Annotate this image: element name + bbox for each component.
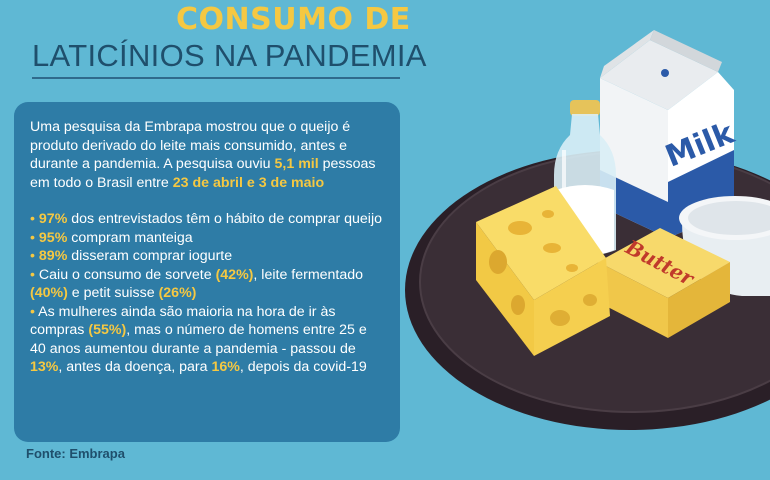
butter-block: Butter	[598, 228, 730, 338]
bullet-item: • 97% dos entrevistados têm o hábito de …	[30, 210, 386, 229]
bullet-highlight: 95%	[38, 229, 68, 246]
bullet-highlight: 16%	[211, 359, 240, 375]
bullet-text: dos entrevistados têm o hábito de compra…	[67, 211, 382, 227]
title-divider	[32, 77, 400, 79]
bullet-highlight: 13%	[30, 359, 59, 375]
bullet-text: As mulheres ainda são maioria na hora de…	[30, 303, 336, 339]
intro-highlight-sample: 5,1 mil	[274, 156, 319, 172]
bullet-icon: •	[30, 229, 35, 246]
bullet-icon: •	[30, 303, 35, 320]
bullet-text: e petit suisse	[67, 285, 159, 301]
bullet-highlight: (55%)	[88, 322, 127, 338]
cheese-wedge	[476, 186, 610, 356]
bullet-text: , leite fermentado	[253, 266, 364, 283]
bullet-highlight: (42%)	[215, 266, 254, 283]
page-title-line2: LATICÍNIOS NA PANDEMIA	[32, 38, 427, 73]
intro-text: pessoas em todo o Brasil entre	[30, 156, 376, 191]
bullet-text: disseram comprar iogurte	[67, 248, 233, 264]
source-credit: Fonte: Embrapa	[26, 446, 125, 461]
bullet-item: • As mulheres ainda são maioria na hora …	[30, 303, 386, 377]
bullet-icon: •	[30, 248, 35, 264]
intro-highlight-dates: 23 de abril e 3 de maio	[172, 174, 325, 191]
bullet-icon: •	[30, 266, 35, 283]
intro-text: Uma pesquisa da Embrapa mostrou que o qu…	[30, 119, 351, 172]
bullet-item: • 95% compram manteiga	[30, 229, 386, 248]
bullet-item: • 89% disseram comprar iogurte	[30, 247, 386, 266]
bullet-text: , mas o número de homens entre 25 e 40 a…	[30, 322, 367, 357]
bullet-text: Caiu o consumo de sorvete	[34, 266, 216, 283]
info-panel: Uma pesquisa da Embrapa mostrou que o qu…	[14, 102, 400, 442]
bullet-highlight: (40%)	[30, 285, 68, 301]
bullet-text: , depois da covid-19	[239, 359, 367, 375]
bullet-text: , antes da doença, para	[58, 359, 212, 375]
bullet-highlight: (26%)	[158, 285, 197, 301]
spacer	[30, 192, 386, 210]
bullet-text: compram manteiga	[67, 229, 193, 246]
bullet-icon: •	[30, 211, 35, 227]
page-title-line1: CONSUMO DE	[176, 2, 411, 37]
intro-paragraph: Uma pesquisa da Embrapa mostrou que o qu…	[30, 118, 386, 192]
bullet-item: • Caiu o consumo de sorvete (42%), leite…	[30, 266, 386, 303]
bullet-highlight: 97%	[38, 211, 68, 227]
bullet-highlight: 89%	[38, 248, 68, 264]
